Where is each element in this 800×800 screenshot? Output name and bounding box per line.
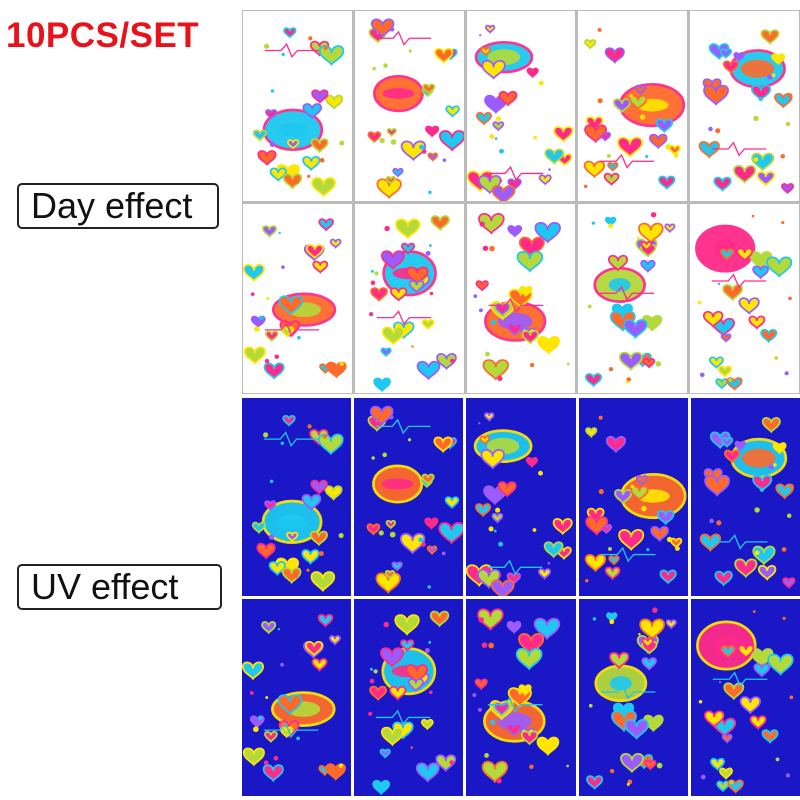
tattoo-artwork	[585, 211, 676, 387]
uv-tattoo-sheet-4	[578, 398, 688, 596]
tattoo-artwork	[368, 610, 457, 795]
tattoo-artwork	[473, 212, 570, 381]
day-tattoo-sheet-7	[354, 203, 464, 393]
day-tattoo-sheet-1	[243, 11, 352, 201]
tattoo-artwork	[698, 29, 795, 195]
tattoo-artwork	[584, 27, 686, 190]
tattoo-artwork	[251, 415, 344, 593]
day-tattoo-sheet-2	[354, 11, 464, 201]
uv-effect-label: UV effect	[17, 564, 222, 610]
tattoo-artwork	[466, 24, 573, 201]
uv-tattoo-sheet-9	[578, 598, 688, 796]
day-tattoo-sheet-10	[690, 203, 799, 393]
tattoo-artwork	[585, 606, 677, 790]
tattoo-artwork	[368, 214, 457, 392]
tattoo-artwork	[367, 18, 464, 200]
day-tattoo-sheet-5	[690, 11, 799, 201]
uv-tattoo-sheet-5	[690, 398, 800, 596]
tattoo-artwork	[242, 613, 346, 782]
set-count-title: 10PCS/SET	[6, 16, 200, 55]
tattoo-artwork	[366, 405, 464, 595]
uv-effect-sheets	[242, 398, 800, 796]
day-effect-sheets	[242, 10, 800, 394]
tattoo-artwork	[466, 412, 574, 596]
uv-effect-text: UV effect	[31, 566, 179, 607]
uv-tattoo-sheet-8	[466, 598, 576, 796]
tattoo-artwork	[695, 214, 793, 391]
day-tattoo-sheet-6	[243, 203, 352, 393]
uv-tattoo-sheet-1	[242, 398, 352, 596]
uv-tattoo-sheet-3	[466, 398, 576, 596]
day-tattoo-sheet-4	[578, 11, 688, 201]
day-tattoo-sheet-3	[466, 11, 576, 201]
tattoo-artwork	[695, 609, 794, 794]
day-tattoo-sheet-8	[466, 203, 576, 393]
uv-tattoo-sheet-6	[242, 598, 352, 796]
uv-tattoo-sheet-10	[690, 598, 800, 796]
day-tattoo-sheet-9	[578, 203, 688, 393]
tattoo-artwork	[243, 217, 347, 380]
day-effect-text: Day effect	[31, 185, 193, 226]
day-effect-label: Day effect	[17, 183, 219, 229]
tattoo-artwork	[472, 607, 570, 783]
tattoo-artwork	[252, 27, 345, 198]
uv-tattoo-sheet-7	[354, 598, 464, 796]
tattoo-artwork	[699, 417, 796, 589]
uv-tattoo-sheet-2	[354, 398, 464, 596]
tattoo-artwork	[584, 415, 687, 585]
